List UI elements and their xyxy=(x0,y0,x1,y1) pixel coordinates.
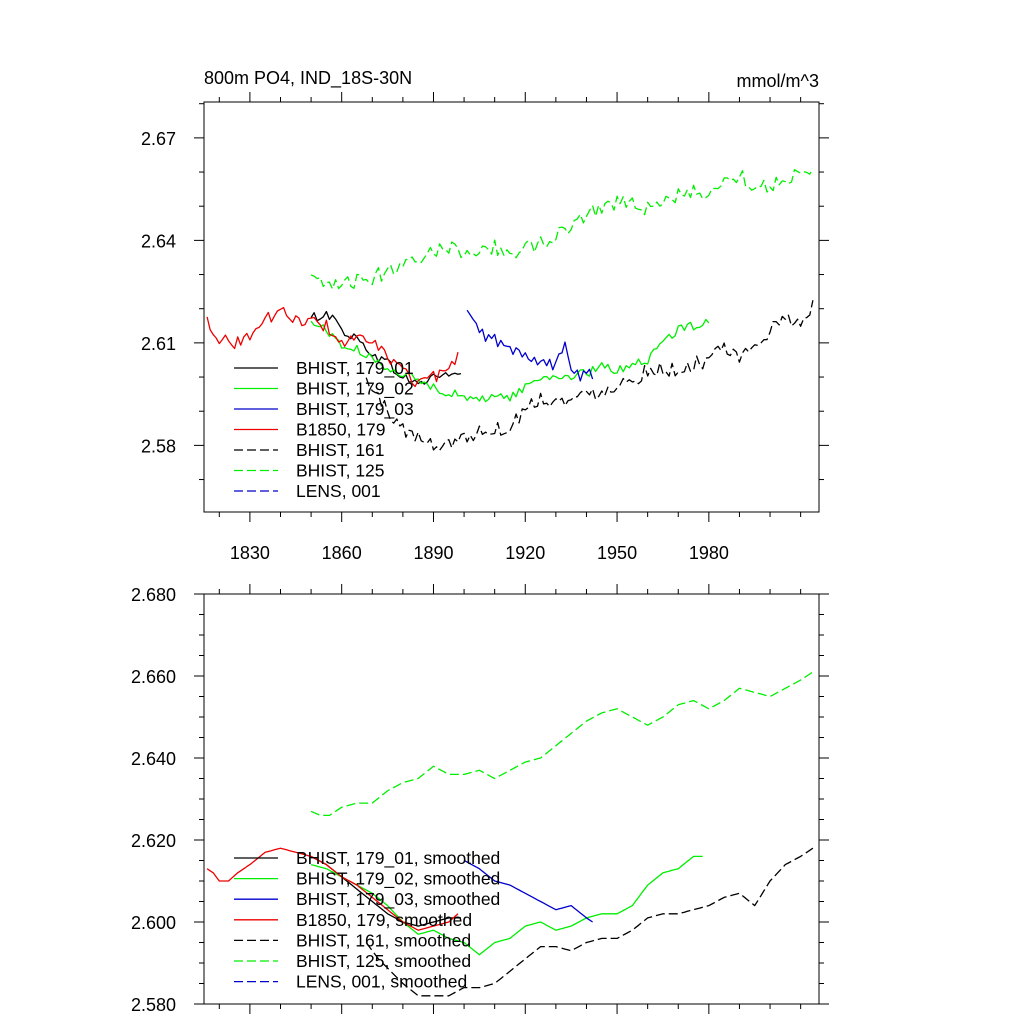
top-title-right: mmol/m^3 xyxy=(737,71,819,91)
bottom-legend-label: BHIST, 179_02, smoothed xyxy=(296,869,500,890)
top-legend-label: BHIST, 179_03 xyxy=(296,399,414,420)
top-series-line-1 xyxy=(310,318,710,403)
bottom-series-line-3 xyxy=(206,847,459,931)
bottom-y-tick-label: 2.600 xyxy=(131,913,176,933)
bottom-series-line-2 xyxy=(463,859,593,923)
top-legend-label: BHIST, 179_02 xyxy=(296,379,414,400)
top-x-tick-label: 1890 xyxy=(413,543,453,563)
bottom-series-line-1 xyxy=(310,855,703,956)
bottom-legend-label: BHIST, 179_03, smoothed xyxy=(296,889,500,910)
top-legend-label: BHIST, 161 xyxy=(296,440,385,460)
top-x-tick-label: 1920 xyxy=(505,543,545,563)
bottom-panel: 2.580 2.600 2.620 2.640 2.660 2.680 BHIST, 17… xyxy=(131,584,829,1015)
top-axis-ticks: 1830 1860 1890 1920 1950 1980 2.58 2.61 2.64 2.67 xyxy=(141,92,829,563)
bottom-y-tick-label: 2.620 xyxy=(131,831,176,851)
bottom-y-tick-label: 2.680 xyxy=(131,585,176,605)
top-x-tick-label: 1860 xyxy=(322,543,362,563)
bottom-y-tick-label: 2.660 xyxy=(131,667,176,687)
top-legend-label: B1850, 179 xyxy=(296,420,386,440)
top-series-line-2 xyxy=(466,309,594,382)
top-y-tick-label: 2.67 xyxy=(141,129,176,149)
top-panel: 800m PO4, IND_18S-30N mmol/m^3 1830 1860 1… xyxy=(141,68,829,563)
top-y-tick-label: 2.58 xyxy=(141,436,176,456)
bottom-legend-label: BHIST, 161, smoothed xyxy=(296,930,471,950)
bottom-legend-label: BHIST, 179_01, smoothed xyxy=(296,848,500,869)
bottom-y-tick-label: 2.640 xyxy=(131,749,176,769)
bottom-series-line-5 xyxy=(310,671,814,817)
bottom-legend-label: B1850, 179, smoothed xyxy=(296,910,472,930)
top-series-line-4 xyxy=(365,300,814,452)
top-legend-label: LENS, 001 xyxy=(296,481,381,501)
bottom-series-line-4 xyxy=(365,847,814,997)
top-legend-label: BHIST, 179_01 xyxy=(296,358,414,379)
top-series-line-3 xyxy=(206,306,459,388)
top-series-line-0 xyxy=(310,310,462,385)
top-y-tick-label: 2.61 xyxy=(141,334,176,354)
bottom-axis-ticks: 2.580 2.600 2.620 2.640 2.660 2.680 xyxy=(131,584,829,1015)
bottom-legend-label: LENS, 001, smoothed xyxy=(296,972,467,992)
bottom-y-tick-label: 2.580 xyxy=(131,995,176,1015)
top-title-left: 800m PO4, IND_18S-30N xyxy=(204,68,412,89)
top-plot-frame xyxy=(203,101,820,513)
top-legend-label: BHIST, 125 xyxy=(296,461,385,481)
top-x-tick-label: 1830 xyxy=(230,543,270,563)
top-x-tick-label: 1950 xyxy=(597,543,637,563)
top-series-lines xyxy=(206,167,814,452)
top-x-tick-label: 1980 xyxy=(689,543,729,563)
bottom-legend-label: BHIST, 125, smoothed xyxy=(296,951,471,971)
top-series-line-5 xyxy=(310,167,814,290)
top-y-tick-label: 2.64 xyxy=(141,231,176,251)
bottom-series-lines xyxy=(206,671,814,997)
